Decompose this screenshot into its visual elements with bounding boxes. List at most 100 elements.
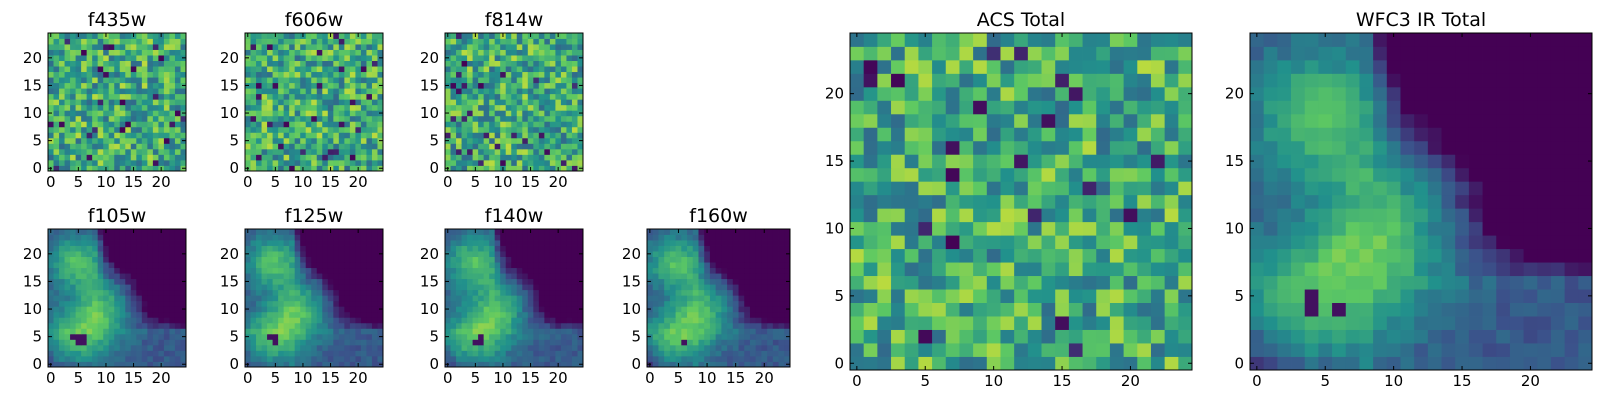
heatmap-cell (261, 104, 268, 111)
heatmap-cell (158, 44, 165, 50)
heatmap-cell (70, 60, 76, 67)
heatmap-cell (305, 60, 312, 67)
heatmap-cell (1014, 194, 1029, 209)
heatmap-cell (169, 339, 176, 346)
heatmap-cell (355, 355, 362, 362)
heatmap-cell (918, 208, 933, 223)
heatmap-cell (316, 148, 323, 155)
heatmap-cell (70, 289, 76, 296)
heatmap-cell (355, 256, 362, 263)
heatmap-cell (250, 115, 257, 122)
heatmap-cell (527, 110, 534, 117)
heatmap-cell (566, 44, 573, 50)
heatmap-cell (1109, 167, 1124, 182)
heatmap-cell (344, 126, 351, 133)
heatmap-cell (53, 322, 60, 329)
heatmap-cell (272, 137, 279, 144)
heatmap-cell (692, 333, 699, 340)
heatmap-cell (571, 251, 578, 257)
heatmap-cell (245, 71, 251, 78)
heatmap-cell (1137, 248, 1152, 263)
heatmap-cell (973, 208, 988, 223)
heatmap-cell (344, 99, 351, 106)
heatmap-cell (86, 355, 93, 362)
heatmap-cell (360, 99, 367, 106)
heatmap-cell (721, 328, 728, 335)
heatmap-cell (772, 322, 779, 329)
heatmap-cell (527, 289, 534, 296)
heatmap-cell (681, 229, 688, 235)
heatmap-cell (732, 251, 739, 257)
heatmap-cell (108, 126, 115, 133)
y-tick-label: 15 (23, 272, 42, 290)
heatmap-cell (349, 317, 356, 324)
heatmap-cell (136, 66, 143, 73)
heatmap-cell (767, 361, 774, 368)
heatmap-cell (322, 88, 329, 95)
heatmap-cell (355, 339, 362, 346)
heatmap-cell (245, 49, 251, 56)
heatmap-cell (932, 221, 947, 236)
heatmap-cell (445, 154, 451, 161)
heatmap-cell (527, 104, 534, 111)
heatmap-cell (125, 82, 132, 89)
heatmap-cell (511, 289, 518, 296)
heatmap-cell (48, 350, 54, 357)
heatmap-cell (103, 333, 110, 340)
heatmap-cell (863, 194, 878, 209)
heatmap-cell (489, 229, 496, 235)
heatmap-cell (322, 289, 329, 296)
heatmap-cell (289, 137, 296, 144)
heatmap-cell (289, 115, 296, 122)
heatmap-cell (366, 300, 373, 307)
heatmap-cell (256, 60, 262, 67)
heatmap-cell (147, 333, 154, 340)
heatmap-cell (544, 159, 551, 166)
heatmap-cell (272, 234, 279, 241)
heatmap-cell (59, 159, 65, 166)
heatmap-cell (147, 256, 154, 263)
heatmap-cell (527, 88, 534, 95)
heatmap-cell (549, 143, 556, 150)
heatmap-cell (305, 115, 312, 122)
heatmap-cell (81, 44, 88, 50)
heatmap-cell (483, 251, 490, 257)
heatmap-cell (97, 110, 104, 117)
heatmap-cell (86, 154, 93, 161)
heatmap-cell (125, 339, 132, 346)
heatmap-cell (522, 300, 529, 307)
heatmap-cell (577, 339, 584, 346)
heatmap-cell (461, 262, 468, 269)
heatmap-cell (366, 33, 373, 39)
heatmap-cell (141, 60, 148, 67)
heatmap-cell (516, 306, 523, 313)
x-tick-label: 5 (271, 173, 281, 191)
heatmap-cell (1000, 235, 1015, 250)
heatmap-cell (289, 289, 296, 296)
heatmap-cell (533, 344, 540, 351)
heatmap-cell (1164, 275, 1179, 290)
heatmap-cell (53, 234, 60, 241)
heatmap-cell (445, 245, 451, 252)
heatmap-cell (283, 82, 290, 89)
heatmap-cell (125, 311, 132, 318)
heatmap-cell (516, 115, 523, 122)
heatmap-cell (344, 154, 351, 161)
heatmap-cell (749, 234, 757, 241)
heatmap-cell (97, 361, 104, 368)
heatmap-cell (322, 159, 329, 166)
heatmap-cell (494, 328, 501, 335)
heatmap-cell (360, 38, 367, 45)
heatmap-cell (349, 132, 356, 139)
heatmap-cell (180, 159, 187, 166)
heatmap-cell (877, 167, 892, 182)
heatmap-cell (377, 38, 384, 45)
heatmap-cell (1096, 181, 1111, 196)
heatmap-cell (305, 240, 312, 246)
heatmap-cell (300, 148, 307, 155)
heatmap-cell (141, 256, 148, 263)
heatmap-cell (560, 333, 567, 340)
heatmap-cell (119, 159, 126, 166)
heatmap-cell (278, 262, 285, 269)
heatmap-cell (245, 256, 251, 263)
